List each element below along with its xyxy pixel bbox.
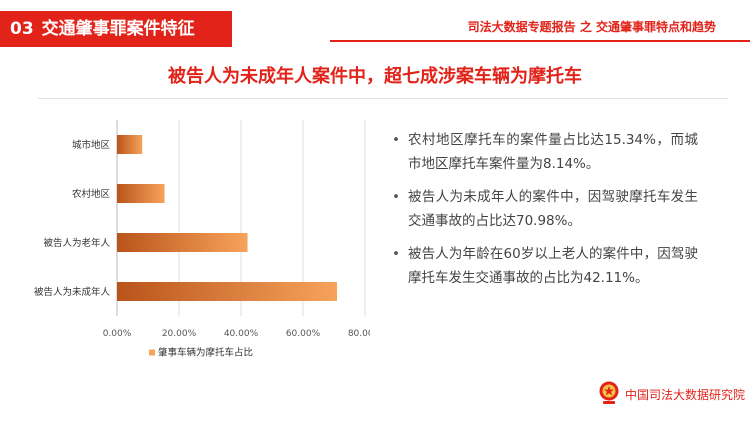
category-label: 被告人为老年人 (43, 237, 110, 249)
legend-label: 肇事车辆为摩托车占比 (158, 347, 253, 359)
bar (117, 184, 165, 203)
category-label: 城市地区 (72, 139, 111, 151)
bar (117, 135, 143, 154)
report-title: 司法大数据专题报告 之 交通肇事罪特点和趋势 (467, 20, 716, 34)
section-number: 03 (10, 19, 34, 39)
x-tick-label: 40.00% (224, 329, 259, 339)
bar (117, 282, 338, 301)
motorcycle-share-bar-chart: 0.00% 20.00% 40.00% 60.00% 80.00% 城市地区农村地区被告人… (34, 120, 370, 359)
category-label: 农村地区 (72, 188, 111, 200)
footer-org-name: 中国司法大数据研究院 (625, 388, 746, 402)
x-tick-label: 20.00% (162, 329, 197, 339)
section-tag: 03 交通肇事罪案件特征 (0, 11, 232, 47)
title-divider (38, 98, 728, 99)
bullet-item-minors: 被告人为未成年人的案件中，因驾驶摩托车发生交通事故的占比达70.98%。 (392, 185, 698, 233)
section-title: 交通肇事罪案件特征 (41, 19, 195, 39)
bullet-item-elderly: 被告人为年龄在60岁以上老人的案件中，因驾驶摩托车发生交通事故的占比为42.11… (392, 242, 698, 290)
legend-swatch (149, 349, 155, 356)
header-divider (330, 40, 750, 42)
x-tick-label: 80.00% (348, 329, 370, 339)
category-label: 被告人为未成年人 (34, 286, 111, 298)
x-tick-label: 60.00% (286, 329, 321, 339)
bullet-item-rural-vs-urban: 农村地区摩托车的案件量占比达15.34%，而城市地区摩托车案件量为8.14%。 (392, 128, 698, 176)
x-tick-label: 0.00% (103, 329, 132, 339)
bullet-list: 农村地区摩托车的案件量占比达15.34%，而城市地区摩托车案件量为8.14%。 … (392, 128, 698, 299)
slide-title: 被告人为未成年人案件中，超七成涉案车辆为摩托车 (168, 66, 582, 87)
court-emblem-icon (599, 381, 619, 404)
bar (117, 233, 248, 252)
